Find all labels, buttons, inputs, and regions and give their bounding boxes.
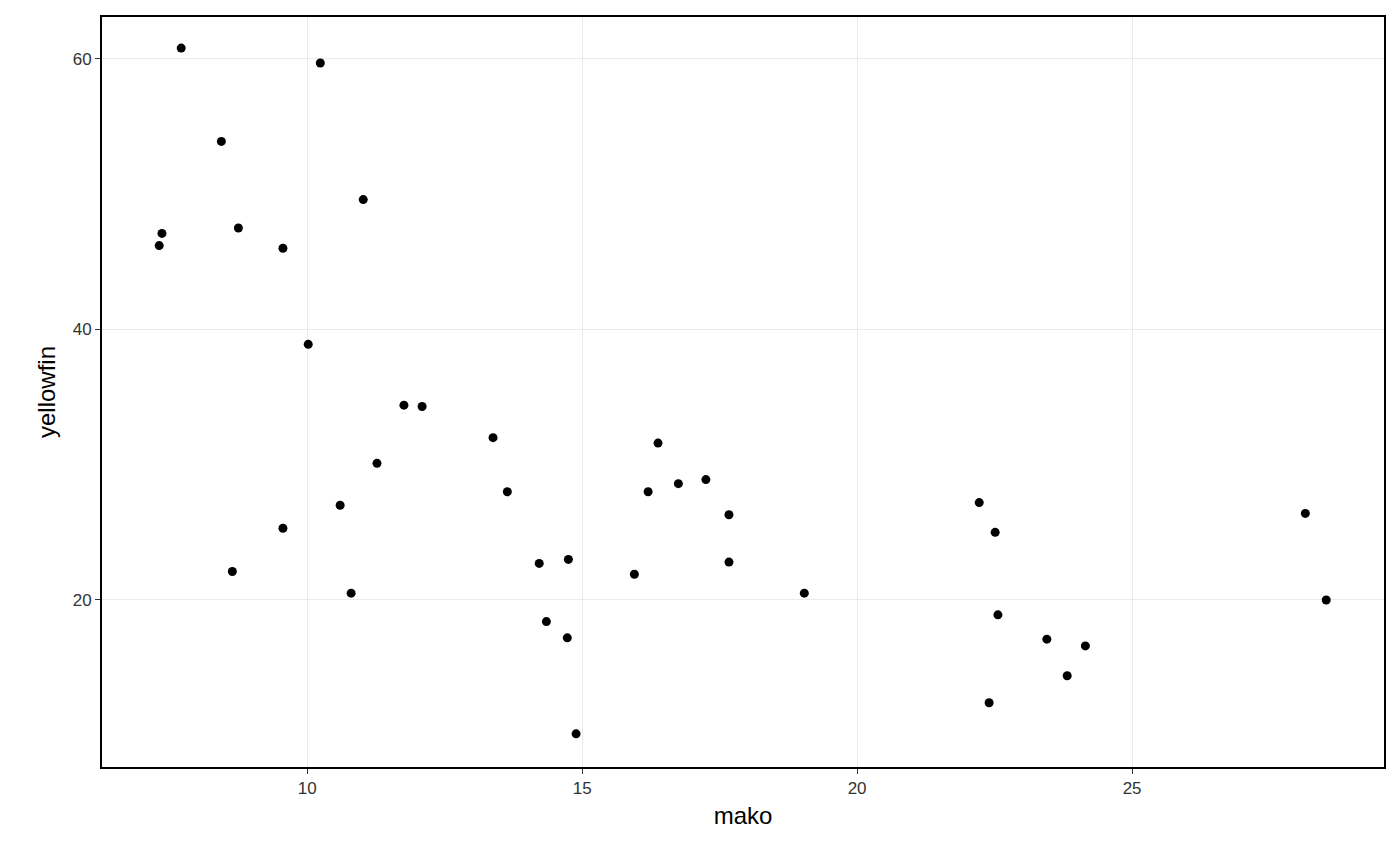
svg-text:20: 20 [848, 779, 867, 798]
svg-text:yellowfin: yellowfin [33, 346, 60, 438]
svg-text:mako: mako [714, 802, 773, 829]
svg-text:25: 25 [1123, 779, 1142, 798]
svg-text:40: 40 [73, 320, 92, 339]
svg-text:60: 60 [73, 50, 92, 69]
svg-text:15: 15 [573, 779, 592, 798]
svg-text:10: 10 [298, 779, 317, 798]
svg-text:20: 20 [73, 591, 92, 610]
